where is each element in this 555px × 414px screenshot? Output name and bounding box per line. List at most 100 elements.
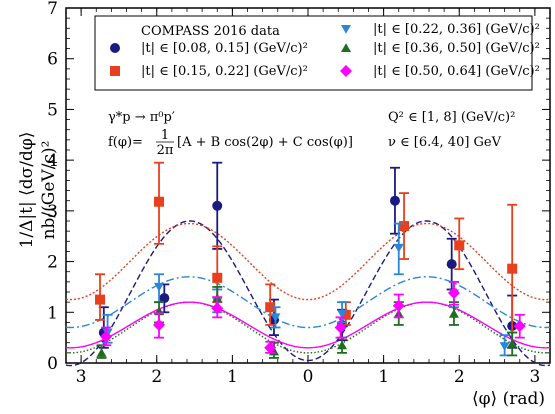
data-point (159, 283, 170, 314)
series-points (95, 161, 518, 334)
plot-area (65, 7, 551, 367)
legend-box (94, 15, 533, 91)
data-points (95, 161, 526, 359)
marker-square (212, 272, 223, 283)
marker-circle (389, 195, 400, 206)
marker-circle (159, 293, 170, 304)
fit-curve (65, 220, 551, 367)
marker-diamond (447, 287, 460, 300)
fit-curve (65, 222, 551, 301)
y-tick-label: 5 (47, 100, 58, 120)
y-axis-label: 1/Δ|t| ⟨dσ/dφ⟩ nb/(GeV/c)² (17, 132, 59, 249)
data-point (454, 217, 465, 271)
y-tick-label: 7 (47, 0, 58, 19)
nu-range: ν ∈ [6.4, 40] GeV (388, 135, 502, 150)
marker-diamond (392, 299, 405, 312)
marker-triangle-down (337, 309, 348, 319)
fit-formula-frac-num: 1 (161, 128, 169, 143)
marker-triangle-down (341, 25, 351, 34)
legend-entry-label: |t| ∈ [0.50, 0.64] (GeV/c)² (373, 64, 540, 79)
marker-diamond (153, 318, 166, 331)
data-point (337, 301, 348, 324)
data-point (334, 316, 347, 339)
axis-ticks (65, 7, 551, 364)
marker-square (154, 196, 165, 207)
y-tick-label: 4 (47, 151, 58, 171)
data-point (211, 296, 224, 319)
fit-formula-lhs: f(φ)= (108, 135, 143, 150)
annotations: γ*p → π⁰p′ f(φ)= 1 2π [A + B cos(2φ) + C… (108, 110, 515, 158)
x-tick-label: 0 (303, 367, 314, 387)
y-axis-label-text: 1/Δ|t| ⟨dσ/dφ⟩ (17, 132, 37, 249)
legend-entries: |t| ∈ [0.08, 0.15] (GeV/c)² |t| ∈ [0.15, … (110, 22, 540, 79)
marker-diamond (211, 302, 224, 315)
marker-square (110, 66, 120, 76)
data-point (95, 273, 106, 321)
legend-entry: |t| ∈ [0.22, 0.36] (GeV/c)² (341, 22, 540, 37)
tick-labels: 0 1 2 3 4 5 6 7 3 2 1 0 1 2 3 (47, 0, 540, 387)
marker-triangle-down (270, 313, 281, 323)
y-tick-label: 0 (47, 354, 58, 374)
x-tick-label: 2 (454, 367, 465, 387)
data-point (507, 331, 518, 357)
data-point (393, 222, 404, 276)
marker-square (340, 309, 351, 320)
x-tick-label: 1 (227, 367, 238, 387)
marker-triangle-up (341, 43, 351, 52)
x-axis-label: ⟨φ⟩ (rad) (472, 389, 545, 409)
marker-square (454, 240, 465, 251)
marker-triangle-up (507, 338, 518, 348)
marker-circle (446, 259, 457, 270)
y-tick-label: 2 (47, 253, 58, 273)
fit-formula-rhs: [A + B cos(2φ) + C cos(φ)] (177, 135, 353, 150)
x-tick-label: 3 (76, 367, 87, 387)
marker-square (507, 263, 518, 274)
marker-diamond (264, 341, 277, 354)
legend-entry-label: |t| ∈ [0.22, 0.36] (GeV/c)² (373, 22, 540, 37)
legend-entry: |t| ∈ [0.15, 0.22] (GeV/c)² (110, 64, 308, 79)
fit-curve (65, 301, 551, 349)
data-point (154, 161, 165, 245)
legend-entry-label: |t| ∈ [0.08, 0.15] (GeV/c)² (141, 41, 308, 56)
data-point (264, 340, 277, 354)
marker-triangle-up (96, 348, 107, 357)
x-tick-label: 2 (151, 367, 162, 387)
legend-title: COMPASS 2016 data (141, 24, 280, 39)
marker-triangle-down (393, 243, 404, 253)
data-point (447, 280, 460, 306)
data-point (96, 344, 107, 359)
marker-circle (110, 43, 120, 53)
marker-diamond (340, 65, 352, 77)
series-points (100, 280, 526, 354)
data-point (212, 161, 223, 250)
data-point (270, 306, 281, 329)
legend-entry-label: |t| ∈ [0.15, 0.22] (GeV/c)² (141, 64, 308, 79)
data-point (265, 283, 276, 326)
x-tick-label: 3 (529, 367, 540, 387)
marker-triangle-up (337, 340, 348, 350)
data-point (100, 326, 113, 347)
fit-curve (65, 301, 551, 354)
marker-circle (212, 200, 223, 211)
reaction-label: γ*p → π⁰p′ (108, 110, 175, 125)
fit-curve (65, 276, 551, 329)
marker-diamond (334, 321, 347, 334)
y-axis-unit: nb/(GeV/c)² (39, 141, 59, 240)
marker-square (265, 302, 276, 313)
data-point (153, 312, 166, 339)
legend: COMPASS 2016 data |t| ∈ [0.08, 0.15] (Ge… (94, 15, 540, 91)
data-point (507, 203, 518, 334)
data-point (392, 293, 405, 319)
fit-formula-frac-den: 2π (157, 143, 174, 158)
legend-entry-label: |t| ∈ [0.36, 0.50] (GeV/c)² (373, 41, 540, 56)
marker-diamond (100, 330, 113, 343)
y-tick-label: 3 (47, 202, 58, 222)
legend-entry: |t| ∈ [0.36, 0.50] (GeV/c)² (341, 41, 540, 56)
marker-square (399, 221, 410, 232)
fit-curves (65, 220, 551, 367)
marker-triangle-up (448, 309, 459, 318)
data-point (399, 192, 410, 260)
y-tick-label: 1 (47, 303, 58, 323)
legend-entry: |t| ∈ [0.08, 0.15] (GeV/c)² (110, 41, 308, 56)
marker-square (95, 294, 106, 305)
